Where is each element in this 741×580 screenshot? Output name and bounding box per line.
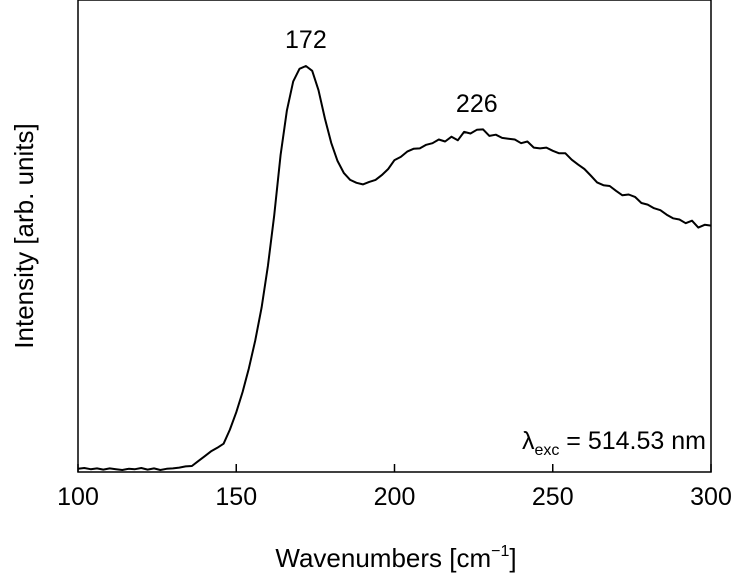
peak-labels: 172 226 bbox=[285, 26, 498, 118]
wavelength-annotation: λexc = 514.53 nm bbox=[522, 427, 706, 459]
wavelength-value: = 514.53 nm bbox=[559, 427, 706, 455]
x-axis-label-end: ] bbox=[509, 543, 516, 573]
x-axis-label: Wavenumbers [cm−1] bbox=[275, 543, 516, 573]
lambda-symbol: λ bbox=[522, 427, 535, 455]
x-axis-label-superscript: −1 bbox=[491, 543, 509, 560]
lambda-subscript: exc bbox=[534, 442, 559, 459]
peak-label: 172 bbox=[285, 26, 327, 54]
x-tick-label: 150 bbox=[215, 483, 257, 511]
x-tick-label: 200 bbox=[374, 483, 416, 511]
spectrum-line bbox=[77, 65, 712, 471]
x-tick-label: 100 bbox=[57, 483, 99, 511]
x-tick-label: 300 bbox=[690, 483, 732, 511]
peak-label: 226 bbox=[456, 90, 498, 118]
plot-frame bbox=[77, 0, 712, 473]
x-axis-label-main: Wavenumbers [cm bbox=[275, 543, 491, 573]
y-axis-label: Intensity [arb. units] bbox=[9, 123, 39, 348]
x-tick-label: 250 bbox=[532, 483, 574, 511]
x-axis-tick-labels: 100 150 200 250 300 bbox=[57, 483, 732, 511]
x-axis-ticks bbox=[77, 464, 712, 472]
